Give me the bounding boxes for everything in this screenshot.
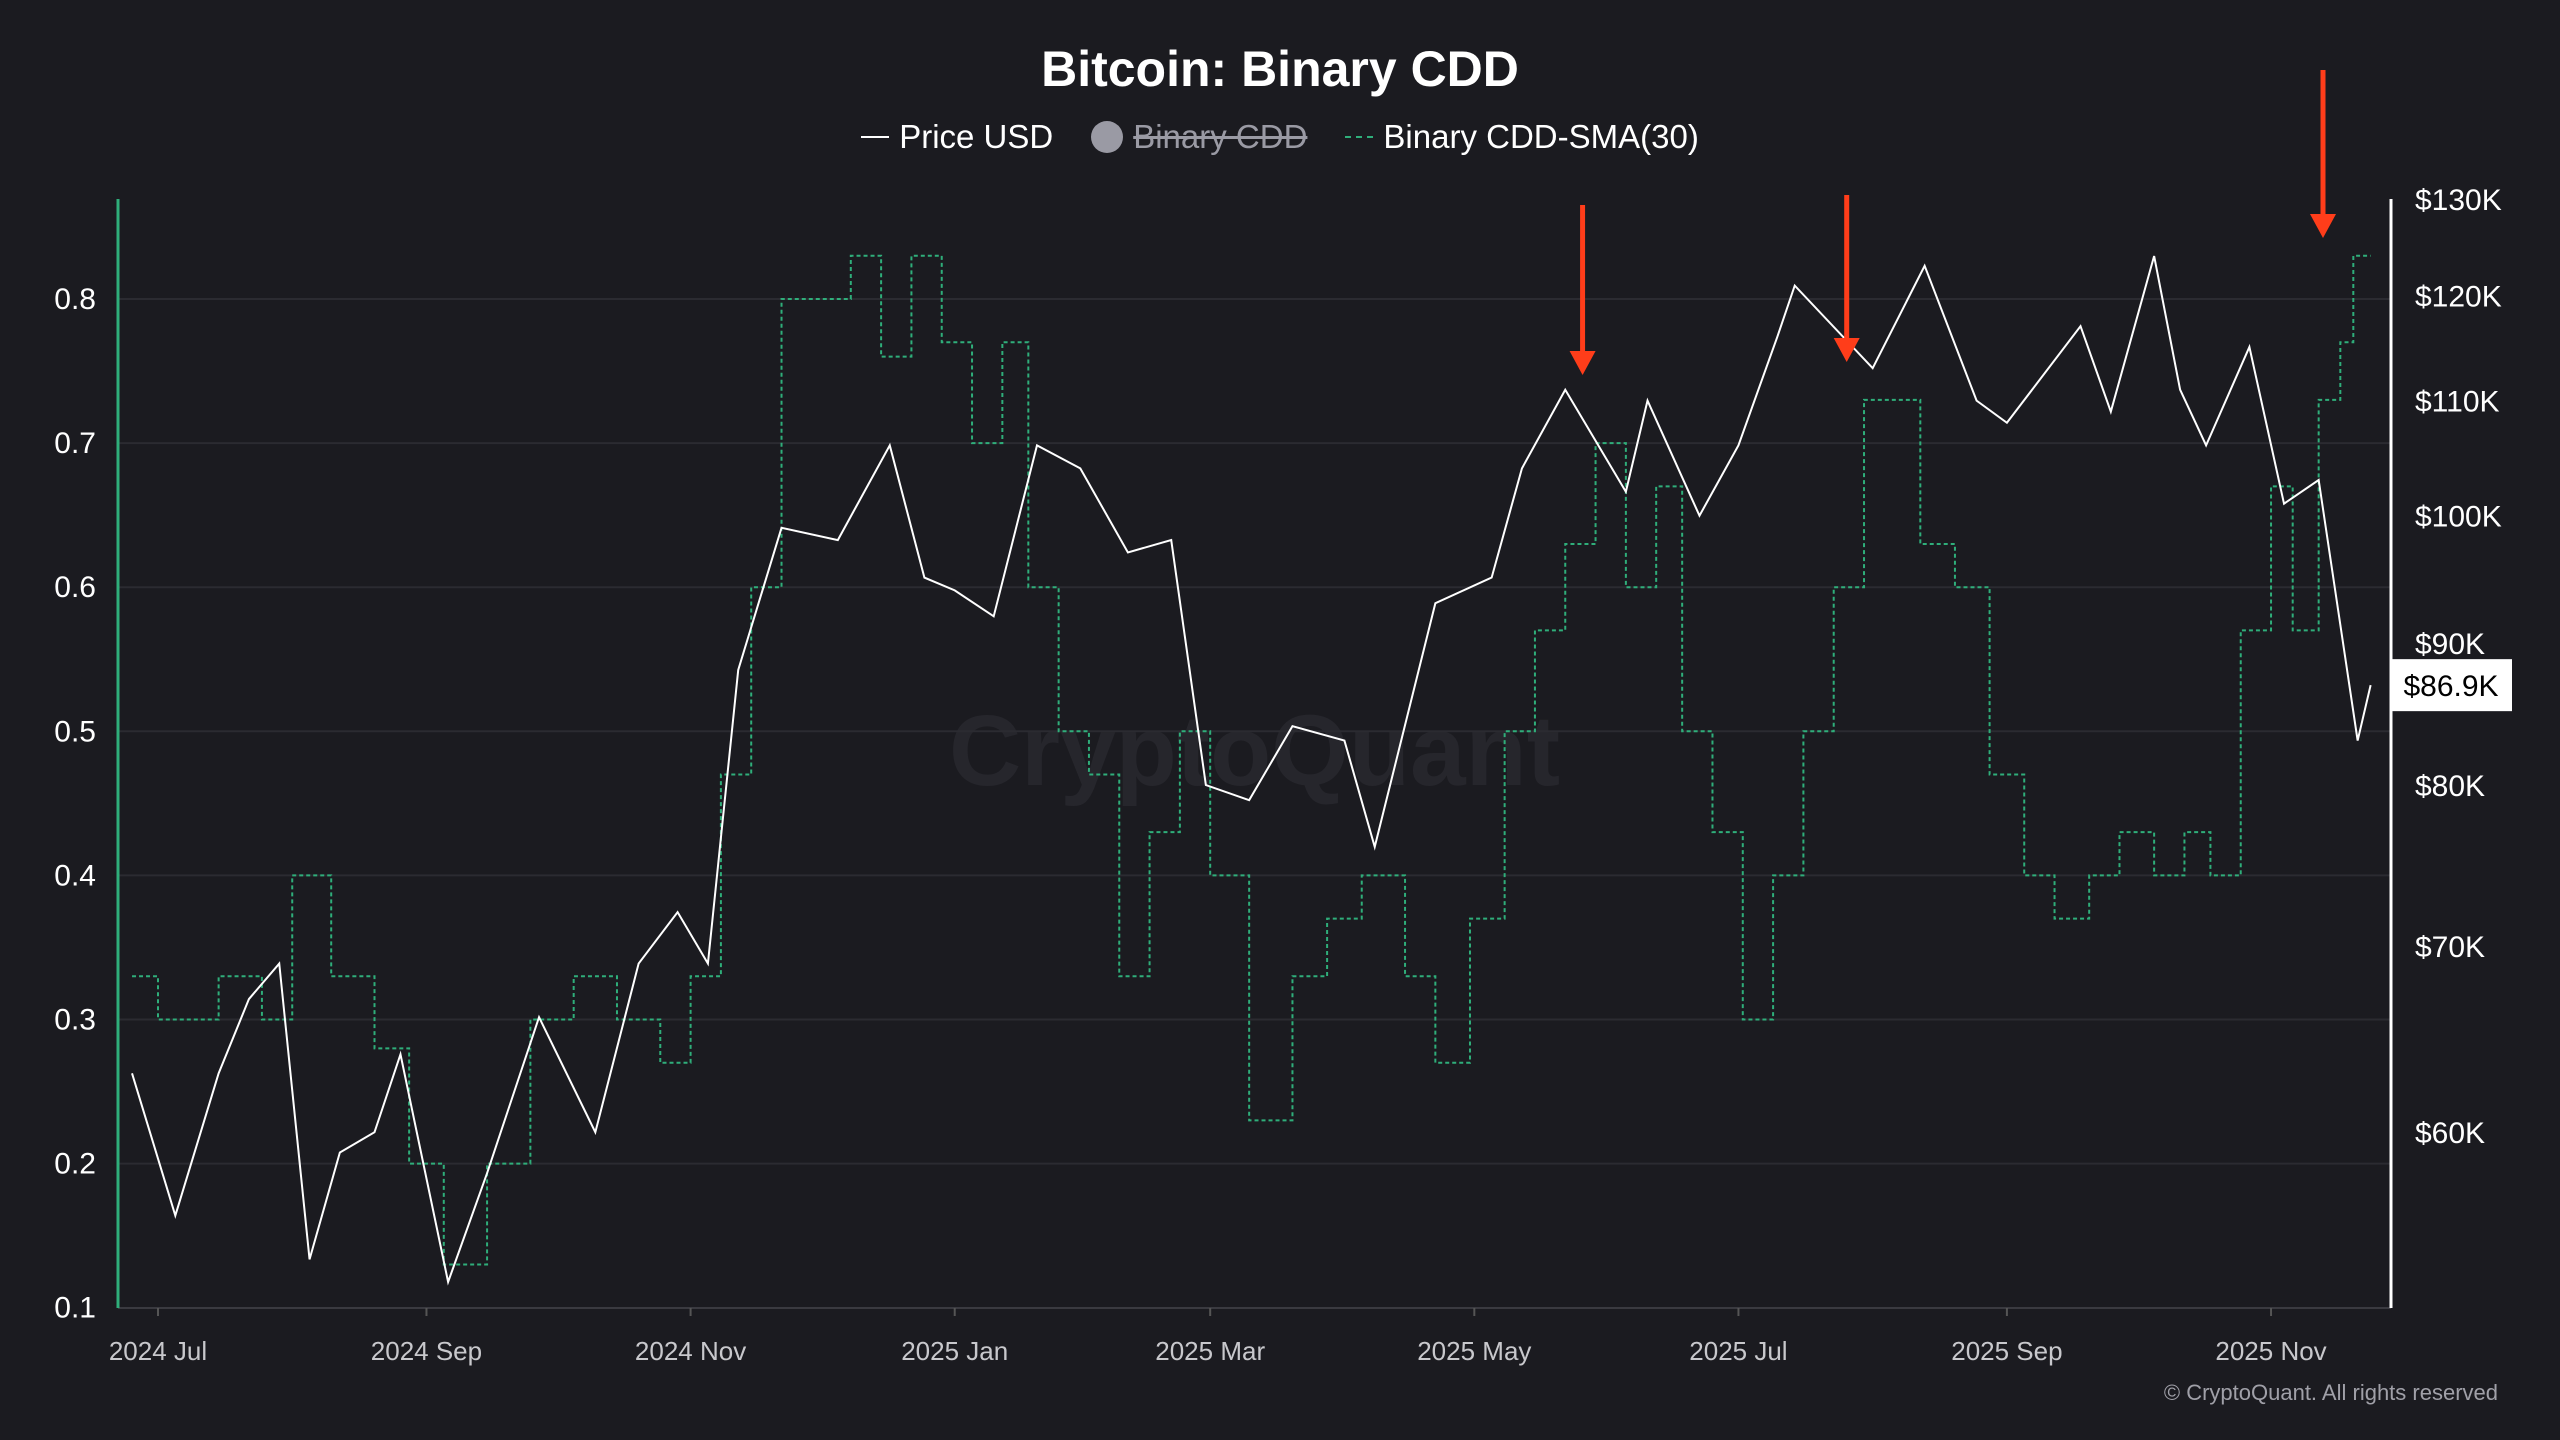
x-axis-tick: 2024 Sep bbox=[371, 1336, 482, 1366]
x-axis-tick: 2025 Sep bbox=[1951, 1336, 2062, 1366]
chart-title: Bitcoin: Binary CDD bbox=[1041, 41, 1519, 97]
price-line-swatch bbox=[861, 136, 890, 138]
right-axis-tick: $110K bbox=[2415, 386, 2500, 419]
x-axis-tick: 2025 Jul bbox=[1689, 1336, 1787, 1366]
hidden-series-dot-icon bbox=[1091, 121, 1124, 153]
legend-label: Binary CDD-SMA(30) bbox=[1383, 118, 1699, 155]
left-axis-tick: 0.6 bbox=[54, 571, 96, 604]
last-price-label: $86.9K bbox=[2403, 670, 2498, 703]
annotation-arrow-head-icon bbox=[1569, 351, 1596, 375]
left-axis-tick: 0.8 bbox=[54, 283, 96, 316]
x-axis-tick: 2024 Jul bbox=[109, 1336, 207, 1366]
copyright: © CryptoQuant. All rights reserved bbox=[2163, 1380, 2498, 1405]
sma-series-line bbox=[132, 254, 2371, 1266]
last-price-badge bbox=[2391, 659, 2512, 712]
right-axis-tick: $120K bbox=[2415, 281, 2502, 314]
annotation-arrow-head-icon bbox=[2310, 214, 2336, 238]
right-axis-tick: $90K bbox=[2415, 628, 2485, 661]
left-axis-tick: 0.1 bbox=[54, 1292, 96, 1325]
legend-item-binary-cdd[interactable]: Binary CDD bbox=[1091, 118, 1307, 156]
price-series-line bbox=[131, 255, 2372, 1286]
legend-label: Binary CDD bbox=[1133, 118, 1308, 155]
right-axis-tick: $80K bbox=[2415, 770, 2485, 803]
left-axis-tick: 0.7 bbox=[54, 427, 96, 460]
legend-item-sma[interactable]: Binary CDD-SMA(30) bbox=[1345, 118, 1699, 156]
left-axis-tick: 0.3 bbox=[54, 1004, 96, 1037]
legend-label: Price USD bbox=[899, 118, 1054, 155]
x-axis-tick: 2025 Mar bbox=[1155, 1336, 1265, 1366]
annotation-arrow-head-icon bbox=[1833, 338, 1860, 362]
right-axis-tick: $100K bbox=[2415, 501, 2502, 534]
x-axis-tick: 2025 Nov bbox=[2215, 1336, 2326, 1366]
legend: Price USD Binary CDD Binary CDD-SMA(30) bbox=[0, 118, 2560, 156]
right-axis-tick: $70K bbox=[2415, 931, 2485, 964]
legend-item-price[interactable]: Price USD bbox=[861, 118, 1053, 156]
sma-dash-swatch bbox=[1345, 136, 1374, 138]
right-axis-tick: $60K bbox=[2415, 1117, 2485, 1150]
x-axis-tick: 2025 May bbox=[1417, 1336, 1531, 1366]
left-axis-tick: 0.4 bbox=[54, 859, 96, 892]
left-axis-tick: 0.5 bbox=[54, 715, 96, 748]
x-axis-tick: 2025 Jan bbox=[901, 1336, 1008, 1366]
left-axis-tick: 0.2 bbox=[54, 1148, 96, 1181]
x-axis-tick: 2024 Nov bbox=[635, 1336, 746, 1366]
right-axis-tick: $130K bbox=[2415, 184, 2502, 217]
watermark: CryptoQuant bbox=[949, 695, 1560, 807]
